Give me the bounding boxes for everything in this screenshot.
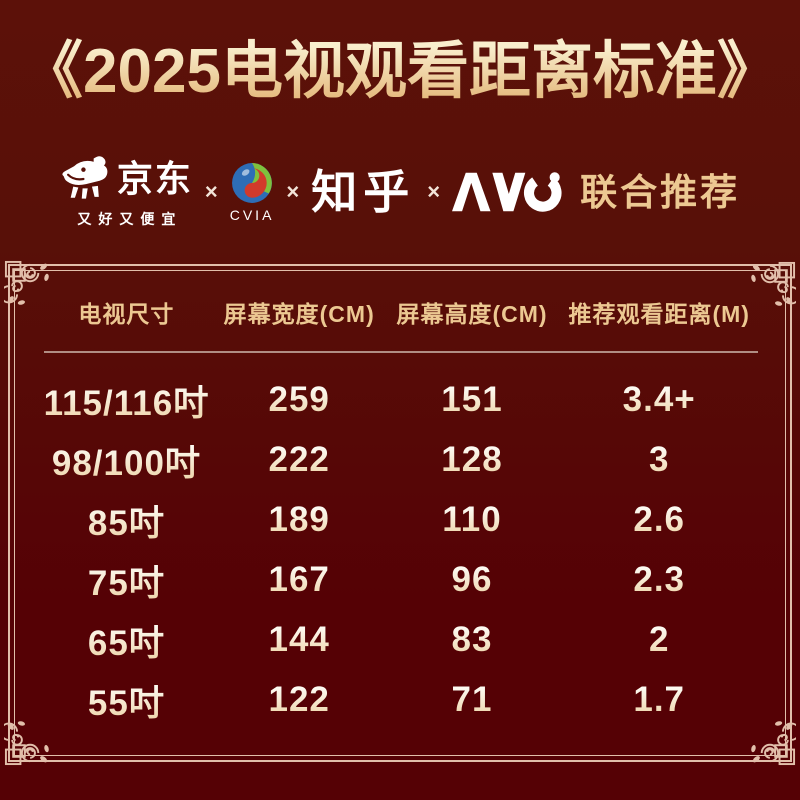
table-row: 98/100吋 222 128 3 [40, 430, 760, 490]
corner-ornament-icon [751, 721, 796, 766]
cell-width: 189 [213, 500, 386, 540]
cell-distance: 2.6 [558, 500, 760, 540]
zhihu-logo-text: 知乎 [311, 166, 416, 218]
cell-distance: 1.7 [558, 680, 760, 720]
table-row: 55吋 122 71 1.7 [40, 670, 760, 730]
cell-height: 151 [386, 380, 559, 420]
decorative-frame [4, 260, 796, 766]
column-header-distance: 推荐观看距离(M) [568, 301, 750, 327]
cell-width: 259 [213, 380, 386, 420]
cell-size: 55吋 [40, 675, 213, 726]
jd-tagline: 又好又便宜 [77, 210, 183, 227]
cvia-sphere-icon [232, 162, 273, 203]
cell-height: 96 [386, 560, 559, 600]
cell-distance: 2 [558, 620, 760, 660]
header-divider [44, 351, 758, 353]
table-row: 65吋 144 83 2 [40, 610, 760, 670]
page-title: 《2025电视观看距离标准》 [0, 36, 800, 107]
cell-width: 122 [213, 680, 386, 720]
cell-distance: 3.4+ [558, 380, 760, 420]
partner-logo-row: 京东 又好又便宜 × CVIA × 知乎 × 联合推荐 [0, 154, 800, 230]
cell-width: 144 [213, 620, 386, 660]
cell-height: 128 [386, 440, 559, 480]
x-separator: × [427, 179, 441, 204]
table-row: 115/116吋 259 151 3.4+ [40, 370, 760, 430]
decorative-frame-inner [14, 270, 786, 756]
table-row: 75吋 167 96 2.3 [40, 550, 760, 610]
cell-width: 222 [213, 440, 386, 480]
avc-logo [452, 172, 562, 212]
jd-logo: 京东 又好又便宜 [60, 155, 193, 229]
column-header-height: 屏幕高度(CM) [396, 301, 548, 327]
table-body: 115/116吋 259 151 3.4+ 98/100吋 222 128 3 … [40, 370, 760, 730]
table-row: 85吋 189 110 2.6 [40, 490, 760, 550]
cell-size: 75吋 [40, 555, 213, 606]
column-header-size: 电视尺寸 [78, 301, 175, 327]
cell-height: 110 [386, 500, 559, 540]
cell-distance: 2.3 [558, 560, 760, 600]
cell-size: 115/116吋 [40, 375, 213, 426]
column-header-width: 屏幕宽度(CM) [223, 301, 375, 327]
cell-distance: 3 [558, 440, 760, 480]
cvia-logo: CVIA [230, 162, 275, 223]
cell-size: 65吋 [40, 615, 213, 666]
cell-height: 83 [386, 620, 559, 660]
jd-dog-icon [62, 155, 108, 199]
cell-width: 167 [213, 560, 386, 600]
cell-height: 71 [386, 680, 559, 720]
table-header-row: 电视尺寸 屏幕宽度(CM) 屏幕高度(CM) 推荐观看距离(M) [40, 292, 760, 332]
corner-ornament-icon [751, 261, 796, 306]
x-separator: × [286, 179, 300, 204]
endorsement-text: 联合推荐 [580, 171, 741, 213]
corner-ornament-icon [4, 260, 49, 305]
cell-size: 98/100吋 [40, 435, 213, 486]
jd-logo-row: 京东 [60, 155, 193, 202]
corner-ornament-icon [4, 721, 49, 766]
cell-size: 85吋 [40, 495, 213, 546]
jd-logo-text: 京东 [116, 157, 193, 199]
cvia-logo-text: CVIA [229, 206, 275, 223]
x-separator: × [204, 179, 218, 204]
